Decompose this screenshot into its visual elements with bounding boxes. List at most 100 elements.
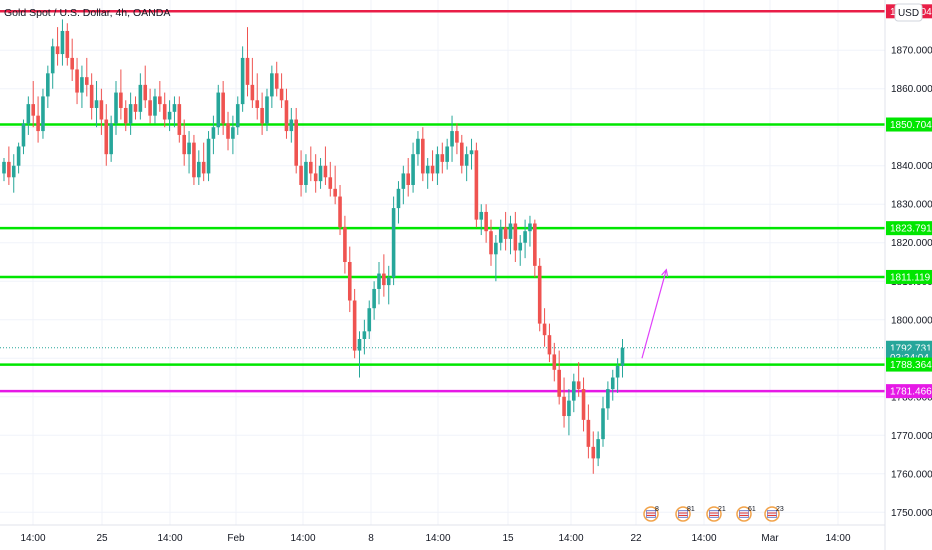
currency-button[interactable]: USD — [894, 3, 923, 22]
candle — [333, 165, 337, 205]
candle — [299, 150, 303, 197]
candle — [138, 73, 143, 120]
candle — [328, 161, 333, 197]
candle — [153, 88, 157, 124]
candle — [552, 342, 557, 382]
candle — [231, 115, 235, 155]
time-axis[interactable]: 14:00 25 14:00 Feb 14:00 8 14:00 15 14:00 22 14:00… — [20, 533, 850, 544]
economic-event-icon[interactable]: 81 — [675, 506, 695, 522]
economic-event-icon[interactable]: 8 — [643, 506, 659, 522]
price-tag: 1788.364 — [886, 357, 932, 372]
candle — [372, 281, 376, 320]
candle — [533, 219, 537, 278]
candle — [240, 46, 245, 112]
economic-event-icon[interactable]: 61 — [736, 506, 756, 522]
x-tick-label: Feb — [227, 533, 245, 544]
x-tick-label: Mar — [761, 533, 779, 544]
candle — [455, 123, 459, 155]
price-tag-label: 1823.791 — [890, 224, 932, 235]
price-tag-label: 1792.731 — [890, 343, 932, 354]
candle — [21, 119, 26, 155]
candle — [435, 146, 440, 185]
candle — [16, 142, 21, 174]
candle — [284, 88, 289, 139]
candle — [309, 146, 313, 182]
currency-label: USD — [898, 8, 919, 19]
candle — [221, 81, 225, 135]
candle — [197, 150, 201, 185]
candle — [489, 219, 493, 266]
candle — [109, 115, 113, 162]
candle — [459, 134, 464, 174]
y-tick-label: 1760.000 — [891, 469, 932, 480]
candle — [425, 158, 430, 189]
candle — [187, 131, 191, 174]
candle — [123, 100, 128, 132]
candle — [162, 92, 167, 128]
candle — [406, 158, 411, 197]
candle — [216, 84, 221, 135]
candle — [75, 57, 79, 105]
candle — [172, 96, 177, 128]
candle — [542, 308, 547, 347]
y-tick-label: 1820.000 — [891, 238, 932, 249]
y-tick-label: 1750.000 — [891, 508, 932, 519]
candle — [562, 377, 566, 428]
candle — [7, 146, 11, 185]
arrow-head — [661, 268, 669, 277]
candle — [391, 196, 396, 286]
candle — [289, 107, 294, 143]
candle — [518, 235, 523, 266]
candle — [528, 215, 532, 247]
candle — [80, 65, 84, 108]
x-tick-label: 14:00 — [425, 533, 450, 544]
candle — [445, 138, 449, 170]
x-tick-label: 14:00 — [20, 533, 45, 544]
candle — [279, 73, 284, 108]
candle — [469, 138, 474, 170]
candle — [596, 431, 600, 467]
svg-text:61: 61 — [748, 506, 756, 513]
candle — [464, 146, 469, 182]
horizontal-levels — [0, 10, 885, 393]
price-tag: 1850.704 — [886, 117, 932, 132]
price-tag: 1823.791 — [886, 221, 932, 236]
candle — [245, 27, 250, 97]
candle — [182, 119, 186, 166]
projection-arrow — [641, 268, 669, 359]
candle — [94, 81, 99, 128]
candle — [591, 431, 596, 474]
candle — [114, 81, 118, 135]
candle — [343, 215, 347, 274]
candle — [494, 235, 498, 282]
candle — [89, 73, 94, 120]
calendar-events: 8 81 21 61 23 — [643, 506, 784, 522]
candle — [55, 27, 60, 66]
x-tick-label: 22 — [630, 533, 642, 544]
price-tag-label: 1788.364 — [890, 360, 932, 371]
x-tick-label: 14:00 — [825, 533, 850, 544]
candle — [484, 204, 488, 243]
candle — [513, 211, 518, 262]
candle — [537, 258, 542, 332]
candle — [508, 215, 513, 255]
candle — [50, 38, 55, 89]
candle — [104, 104, 109, 166]
candle — [60, 19, 65, 66]
y-tick-label: 1800.000 — [891, 315, 932, 326]
x-tick-label: 14:00 — [558, 533, 583, 544]
candle — [450, 115, 454, 162]
candle — [26, 96, 31, 135]
candle — [430, 150, 435, 182]
candle — [158, 81, 162, 112]
candle — [265, 88, 269, 132]
candle — [99, 88, 104, 135]
economic-event-icon[interactable]: 21 — [706, 506, 726, 522]
candle — [260, 92, 264, 135]
candle — [581, 377, 586, 432]
candle — [557, 350, 561, 405]
economic-event-icon[interactable]: 23 — [764, 506, 784, 522]
candle — [586, 404, 591, 459]
candle — [362, 319, 367, 355]
